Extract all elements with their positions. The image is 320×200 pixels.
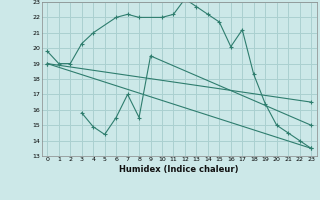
X-axis label: Humidex (Indice chaleur): Humidex (Indice chaleur) — [119, 165, 239, 174]
